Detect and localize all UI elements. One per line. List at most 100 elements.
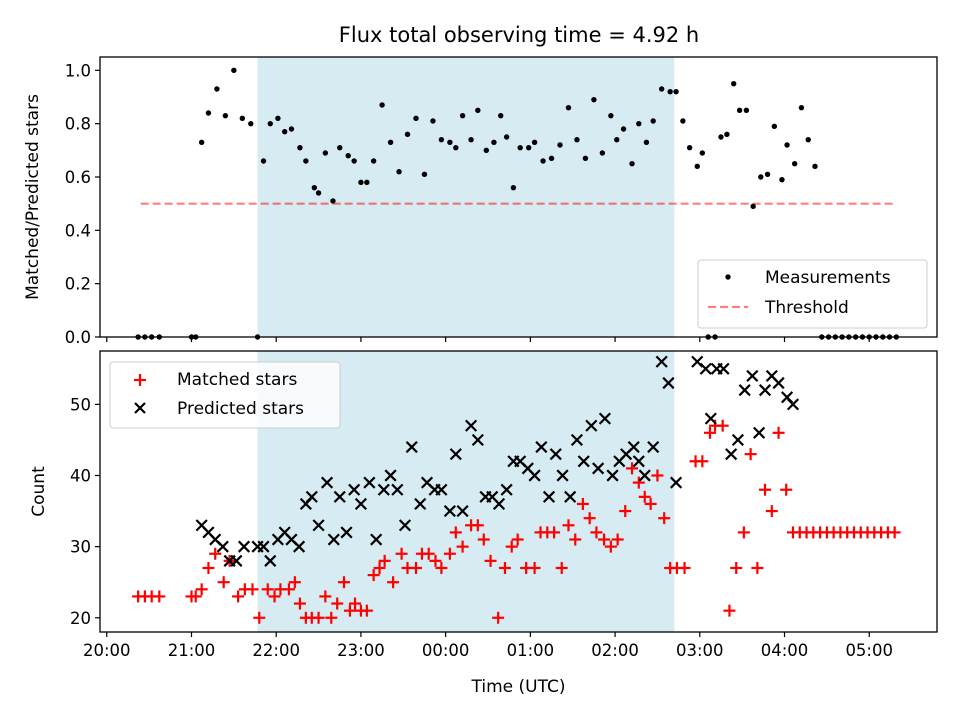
measurement-point (267, 120, 273, 127)
predicted-star-point (535, 440, 548, 454)
matched-star-point (202, 561, 215, 574)
predicted-star-point (592, 462, 605, 475)
measurement-point (281, 128, 288, 135)
measurement-point (413, 115, 419, 122)
matched-star-point (343, 604, 356, 617)
matched-star-point (737, 526, 750, 539)
measurement-point (608, 112, 614, 119)
predicted-star-point (655, 355, 668, 368)
measurement-point (673, 88, 679, 95)
bottom-y-tick-label: 30 (70, 538, 91, 557)
measurement-point (525, 144, 532, 151)
bottom-x-tick-label: 04:00 (761, 641, 809, 660)
matched-star-point (723, 604, 736, 617)
measurement-point (724, 131, 730, 138)
measurement-point (620, 126, 627, 132)
measurement-point (198, 139, 205, 146)
matched-star-point (325, 611, 338, 624)
measurement-point (667, 88, 673, 95)
predicted-star-point (257, 540, 270, 553)
top-panel: 0.0 0.2 0.4 0.6 0.8 1.0 Matched/Predicted sta… (23, 56, 938, 347)
predicted-star-point (449, 448, 462, 461)
matched-star-point (744, 448, 757, 461)
legend-matched-marker (134, 374, 146, 386)
matched-star-point (548, 526, 561, 539)
measurement-point (591, 96, 597, 103)
bottom-y-axis-label: Count (29, 466, 49, 517)
measurement-point (330, 198, 336, 204)
measurement-point (358, 179, 364, 186)
matched-star-point (443, 547, 456, 560)
matched-star-point (626, 462, 639, 475)
bottom-x-axis: 20:00 21:00 22:00 23:00 00:00 01:00 02:00 03:00… (83, 632, 893, 660)
legend-measurement-marker (725, 274, 731, 280)
measurement-point (275, 115, 281, 122)
predicted-star-point (312, 519, 325, 532)
bottom-x-tick-label: 03:00 (676, 641, 724, 660)
measurement-point (503, 134, 510, 140)
matched-star-point (409, 561, 422, 574)
measurement-point (599, 150, 606, 156)
measurement-point (680, 118, 686, 124)
matched-star-point (555, 561, 568, 574)
predicted-star-point (627, 440, 640, 454)
bottom-axes-frame (99, 350, 938, 633)
measurement-point (260, 158, 267, 164)
predicted-star-point (753, 426, 766, 439)
matched-star-point (312, 611, 325, 624)
measurement-point (686, 144, 693, 151)
bottom-y-tick-label: 20 (70, 609, 91, 628)
measurement-point (718, 134, 724, 140)
matched-star-point (435, 561, 448, 574)
measurement-point (614, 136, 620, 143)
predicted-star-point (500, 483, 513, 496)
matched-star-point (772, 426, 785, 439)
matched-star-point (611, 533, 624, 546)
measurement-point (322, 150, 329, 156)
measurement-point (491, 139, 497, 146)
measurement-point (364, 179, 370, 186)
matched-star-point (471, 519, 484, 532)
measurement-point (379, 102, 385, 108)
measurement-point (297, 144, 303, 151)
matched-star-point (387, 576, 400, 589)
matched-star-point (319, 590, 332, 603)
measurement-point (430, 118, 436, 124)
measurement-point (239, 115, 246, 122)
matched-star-point (644, 497, 657, 510)
top-shaded-span (257, 57, 675, 337)
measurement-point (337, 144, 343, 151)
measurement-point (565, 104, 572, 111)
measurement-point (387, 139, 394, 146)
matched-star-point (511, 533, 524, 546)
matched-star-point (246, 583, 259, 596)
matched-star-point (378, 554, 391, 567)
measurement-point (311, 184, 318, 191)
measurement-point (531, 139, 538, 146)
measurement-point (736, 107, 743, 114)
measurement-point (779, 176, 785, 183)
measurement-point (629, 160, 635, 167)
predicted-star-point (528, 469, 541, 482)
measurement-point (459, 112, 466, 119)
predicted-star-point (377, 483, 390, 496)
measurement-point (650, 118, 656, 124)
matched-star-point (288, 576, 301, 589)
top-y-axis: 0.0 0.2 0.4 0.6 0.8 1.0 (65, 61, 100, 347)
matched-star-point (477, 533, 490, 546)
bottom-panel: 20 30 40 50 20:00 21:00 22:00 23:00 00:00 01:00 0… (29, 350, 938, 697)
measurement-point (730, 80, 737, 87)
predicted-star-point (305, 490, 318, 503)
measurement-point (447, 139, 453, 146)
predicted-star-point (669, 476, 683, 489)
matched-star-point (583, 512, 596, 525)
matched-star-point (751, 561, 764, 574)
predicted-star-point (216, 540, 229, 553)
matched-star-point (395, 547, 408, 560)
measurement-point (345, 152, 351, 159)
predicted-star-point (492, 497, 506, 511)
predicted-star-point (471, 433, 484, 447)
legend-predicted-marker (134, 402, 146, 414)
predicted-star-point (398, 519, 412, 532)
